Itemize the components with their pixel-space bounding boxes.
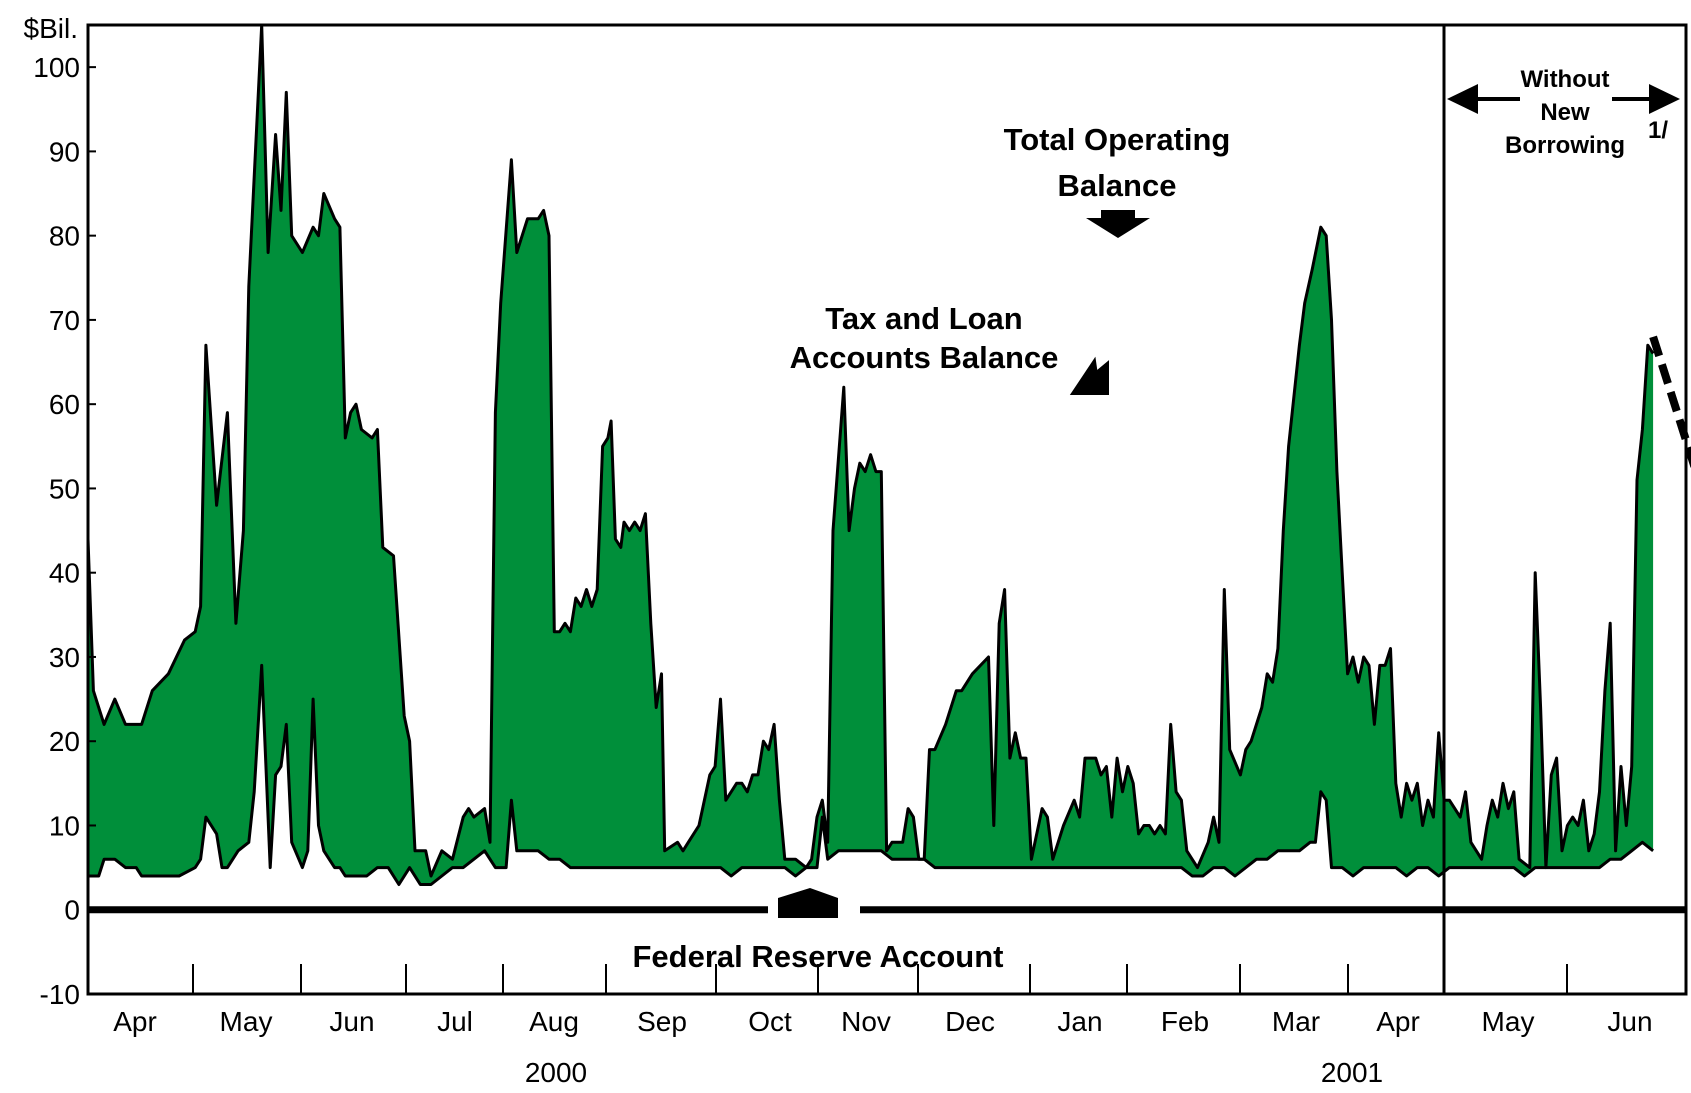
y-tick-label: 100 — [33, 52, 80, 83]
federal-reserve-label: Federal Reserve Account — [632, 939, 1003, 974]
year-label-2001: 2001 — [1321, 1057, 1383, 1088]
x-month-label: Jan — [1057, 1006, 1102, 1037]
x-month-label: Jun — [329, 1006, 374, 1037]
total-operating-arrow — [1086, 210, 1150, 238]
x-month-label: Oct — [748, 1006, 792, 1037]
federal-reserve-arrow — [778, 888, 838, 918]
left-bracket-arrow — [1447, 84, 1478, 114]
x-month-label: Dec — [945, 1006, 995, 1037]
tax-loan-label-line2: Accounts Balance — [790, 340, 1059, 375]
y-tick-label: 80 — [49, 221, 80, 252]
without-borrowing-label-line1: Without — [1520, 66, 1609, 93]
y-tick-label: 30 — [49, 642, 80, 673]
x-month-label: May — [1482, 1006, 1535, 1037]
tax-loan-arrow — [1066, 351, 1111, 397]
x-month-label: Feb — [1161, 1006, 1209, 1037]
y-axis-unit-label: $Bil. — [24, 13, 78, 44]
y-tick-label: 10 — [49, 810, 80, 841]
y-tick-label: 70 — [49, 305, 80, 336]
x-month-label: Jul — [437, 1006, 473, 1037]
tax-loan-label-line1: Tax and Loan — [825, 301, 1023, 336]
without-borrowing-label-line2: New — [1540, 99, 1590, 126]
x-month-label: Sep — [637, 1006, 687, 1037]
federal-reserve-line — [88, 663, 1655, 886]
plot-frame — [86, 23, 1688, 996]
total-operating-area — [88, 25, 1654, 885]
y-tick-label: 20 — [49, 726, 80, 757]
x-month-label: Nov — [841, 1006, 891, 1037]
x-month-label: May — [220, 1006, 273, 1037]
y-tick-label: 90 — [49, 136, 80, 167]
y-tick-label: 0 — [64, 895, 80, 926]
area-layer — [86, 23, 1691, 886]
total-operating-label-line2: Balance — [1058, 168, 1177, 203]
total-operating-label-line1: Total Operating — [1004, 122, 1231, 157]
x-month-label: Mar — [1272, 1006, 1320, 1037]
x-month-label: Jun — [1607, 1006, 1652, 1037]
axis-layer: -10 0 10 20 30 40 50 60 70 80 90 100 $Bil. Apr May Jun J… — [24, 13, 1688, 1088]
x-month-label: Apr — [1376, 1006, 1420, 1037]
x-month-label: Apr — [113, 1006, 157, 1037]
without-borrowing-label-line3: Borrowing — [1505, 132, 1625, 159]
y-tick-label: -10 — [40, 979, 80, 1010]
year-label-2000: 2000 — [525, 1057, 587, 1088]
y-tick-label: 40 — [49, 558, 80, 589]
x-month-label: Aug — [529, 1006, 579, 1037]
right-bracket-arrow — [1649, 84, 1680, 114]
footnote-marker: 1/ — [1648, 117, 1668, 144]
y-tick-label: 60 — [49, 389, 80, 420]
y-tick-label: 50 — [49, 473, 80, 504]
annotation-layer: Total Operating Balance Tax and Loan Accoun… — [632, 66, 1680, 974]
